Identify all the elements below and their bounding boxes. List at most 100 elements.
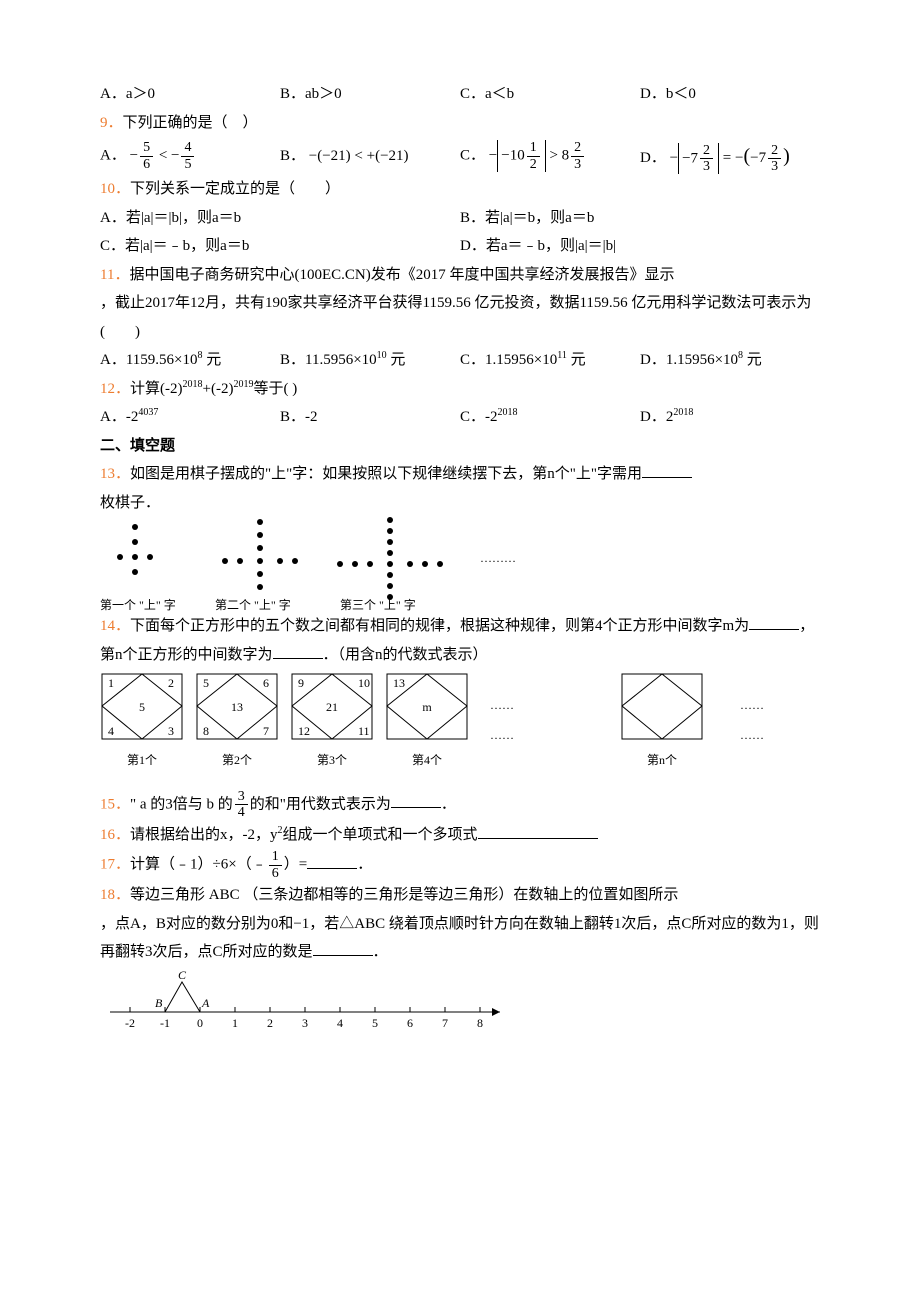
svg-text:A: A — [201, 996, 210, 1010]
svg-text:4: 4 — [108, 724, 114, 738]
t: 计算(-2) — [130, 381, 183, 397]
q11-opt-b: B．11.5956×1010 元 — [280, 346, 460, 375]
q12-opt-b: B．-2 — [280, 403, 460, 432]
svg-text:m: m — [422, 700, 432, 714]
q15-post: 的和"用代数式表示为 — [250, 796, 391, 812]
t: 等于( ) — [253, 381, 297, 397]
svg-text:B: B — [155, 996, 163, 1010]
q14-number: 14． — [100, 618, 130, 634]
svg-text:………: ……… — [480, 551, 516, 565]
q11-opt-c: C．1.15956×1011 元 — [460, 346, 640, 375]
frac-d: 5 — [181, 157, 194, 172]
t: 元 — [743, 352, 762, 368]
sup: 2019 — [233, 379, 253, 390]
q13-text1: 如图是用棋子摆成的"上"字：如果按照以下规律继续摆下去，第n个"上"字需用 — [130, 466, 642, 482]
q10-text: 下列关系一定成立的是（ ） — [130, 175, 340, 204]
q18-figure: -2-1012345678 B A C — [100, 967, 820, 1037]
q14-stem: 14．下面每个正方形中的五个数之间都有相同的规律，根据这种规律，则第4个正方形中… — [100, 612, 820, 669]
t: +(-2) — [203, 381, 234, 397]
svg-text:6: 6 — [407, 1016, 413, 1030]
svg-text:-2: -2 — [125, 1016, 135, 1030]
q9-stem: 9． 下列正确的是（ ） — [100, 109, 820, 138]
q14-text1: 下面每个正方形中的五个数之间都有相同的规律，根据这种规律，则第4个正方形中间数字… — [130, 618, 749, 634]
q10-stem: 10． 下列关系一定成立的是（ ） — [100, 175, 820, 204]
q17-number: 17． — [100, 857, 130, 873]
q11-opt-d: D．1.15956×108 元 — [640, 346, 820, 375]
q9-c-label: C． — [460, 147, 485, 163]
svg-text:7: 7 — [442, 1016, 448, 1030]
q16-pre: 请根据给出的x，-2，y — [130, 827, 278, 843]
frac-d: 6 — [269, 866, 282, 881]
t: ，点A，B对应的数分别为0和−1，若△ABC 绕着顶点顺时针方向在数轴上翻转1次… — [100, 916, 819, 961]
q18-text2: ，点A，B对应的数分别为0和−1，若△ABC 绕着顶点顺时针方向在数轴上翻转1次… — [100, 910, 820, 967]
q12-opt-c: C．-22018 — [460, 403, 640, 432]
sup: 10 — [377, 350, 387, 361]
blank — [313, 940, 373, 956]
sup: 11 — [557, 350, 567, 361]
svg-text:12: 12 — [298, 724, 310, 738]
frac-d: 3 — [571, 157, 584, 172]
q17-post: ）= — [284, 857, 307, 873]
svg-text:第1个: 第1个 — [127, 753, 157, 767]
svg-text:……: …… — [490, 698, 514, 712]
q12-opt-d: D．22018 — [640, 403, 820, 432]
svg-text:……: …… — [740, 728, 764, 742]
frac-n: 2 — [768, 143, 781, 159]
q10-opt-b: B．若|a|＝b，则a＝b — [460, 204, 820, 233]
q18-stem: 18．等边三角形 ABC （三条边都相等的三角形是等边三角形）在数轴上的位置如图… — [100, 881, 820, 910]
sup: 2018 — [498, 407, 518, 418]
svg-text:……: …… — [490, 728, 514, 742]
q11-number: 11． — [100, 267, 129, 283]
q9-opt-a: A． −56 < −45 — [100, 140, 280, 172]
svg-text:-1: -1 — [160, 1016, 170, 1030]
q8-opt-a: A．a＞0 — [100, 80, 280, 109]
section-fill: 二、填空题 — [100, 432, 820, 461]
frac-d: 3 — [700, 159, 713, 174]
frac-d: 4 — [235, 805, 248, 820]
q13-stem: 13．如图是用棋子摆成的"上"字：如果按照以下规律继续摆下去，第n个"上"字需用 — [100, 460, 820, 489]
svg-text:1: 1 — [232, 1016, 238, 1030]
t: B．11.5956×10 — [280, 352, 377, 368]
svg-text:5: 5 — [372, 1016, 378, 1030]
blank — [478, 823, 598, 839]
q11-stem: 11．据中国电子商务研究中心(100EC.CN)发布《2017 年度中国共享经济… — [100, 261, 820, 290]
q13-text2: 枚棋子． — [100, 489, 820, 518]
sup: 4037 — [138, 407, 158, 418]
svg-text:……: …… — [740, 698, 764, 712]
q16-number: 16． — [100, 827, 130, 843]
t: D．1.15956×10 — [640, 352, 738, 368]
svg-text:C: C — [178, 968, 187, 982]
q10-row2: C．若|a|＝﹣b，则a＝b D．若a＝﹣b，则|a|＝|b| — [100, 232, 820, 261]
q10-row1: A．若|a|＝|b|，则a＝b B．若|a|＝b，则a＝b — [100, 204, 820, 233]
svg-text:13: 13 — [393, 676, 405, 690]
q17-pre: 计算（﹣1）÷6×（﹣ — [130, 857, 267, 873]
q9-a-label: A． — [100, 147, 126, 163]
svg-text:13: 13 — [231, 700, 243, 714]
svg-text:2: 2 — [267, 1016, 273, 1030]
svg-text:7: 7 — [263, 724, 269, 738]
q10-opt-d: D．若a＝﹣b，则|a|＝|b| — [460, 232, 820, 261]
t: 元 — [387, 352, 406, 368]
q12-opt-a: A．-24037 — [100, 403, 280, 432]
blank — [273, 643, 323, 659]
svg-text:第三个 "上" 字: 第三个 "上" 字 — [340, 597, 416, 612]
blank — [749, 614, 799, 630]
blank — [391, 792, 441, 808]
q15: 15．" a 的3倍与 b 的34的和"用代数式表示为． — [100, 789, 820, 821]
t: 元 — [567, 352, 586, 368]
q13-number: 13． — [100, 466, 130, 482]
q10-opt-c: C．若|a|＝﹣b，则a＝b — [100, 232, 460, 261]
svg-text:第3个: 第3个 — [317, 753, 347, 767]
frac-n: 4 — [181, 140, 194, 156]
t: D．2 — [640, 409, 673, 425]
svg-text:3: 3 — [168, 724, 174, 738]
q9-opt-c: C． −−1012 > 823 — [460, 140, 640, 172]
svg-text:第二个 "上" 字: 第二个 "上" 字 — [215, 597, 291, 612]
q8-options: A．a＞0 B．ab＞0 C．a＜b D．b＜0 — [100, 80, 820, 109]
sup: 2018 — [183, 379, 203, 390]
blank — [307, 853, 357, 869]
q13-figure: ……… 第一个 "上" 字 第二个 "上" 字 第三个 "上" 字 — [100, 517, 820, 612]
q15-end: ． — [441, 796, 456, 812]
svg-text:0: 0 — [197, 1016, 203, 1030]
q17-end: ． — [357, 857, 372, 873]
